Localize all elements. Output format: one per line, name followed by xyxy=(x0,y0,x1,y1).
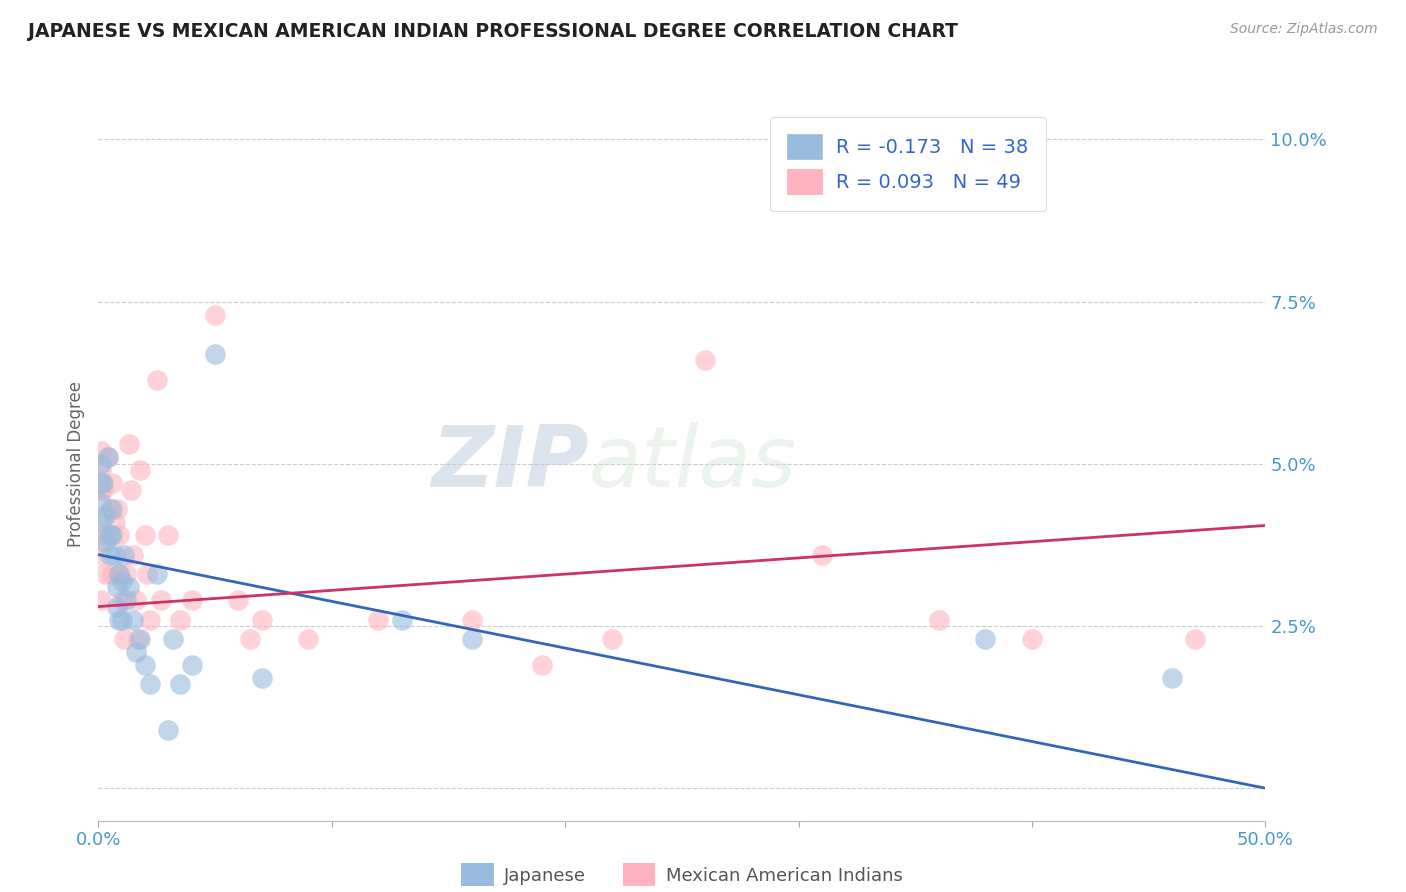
Point xyxy=(169,613,191,627)
Point xyxy=(97,450,120,465)
Point xyxy=(112,548,135,562)
Point xyxy=(90,483,112,497)
Text: JAPANESE VS MEXICAN AMERICAN INDIAN PROFESSIONAL DEGREE CORRELATION CHART: JAPANESE VS MEXICAN AMERICAN INDIAN PROF… xyxy=(28,22,957,41)
Point xyxy=(94,528,117,542)
Point xyxy=(461,632,484,646)
Point xyxy=(112,632,135,646)
Point xyxy=(105,580,128,594)
Point xyxy=(129,632,152,646)
Point xyxy=(204,346,226,360)
Point xyxy=(91,476,114,491)
Point xyxy=(125,593,148,607)
Point xyxy=(101,567,124,582)
Point xyxy=(134,657,156,672)
Point xyxy=(104,548,127,562)
Point xyxy=(105,502,128,516)
Point xyxy=(180,593,202,607)
Point xyxy=(94,534,117,549)
Point xyxy=(90,476,112,491)
Point xyxy=(111,593,134,607)
Point xyxy=(98,502,121,516)
Point xyxy=(146,372,169,386)
Point xyxy=(90,457,112,471)
Text: ZIP: ZIP xyxy=(430,422,589,506)
Point xyxy=(115,567,138,582)
Point xyxy=(120,483,142,497)
Point xyxy=(136,567,159,582)
Point xyxy=(98,528,121,542)
Point xyxy=(134,528,156,542)
Point xyxy=(94,508,117,523)
Point xyxy=(101,476,124,491)
Text: Source: ZipAtlas.com: Source: ZipAtlas.com xyxy=(1230,22,1378,37)
Point xyxy=(122,548,145,562)
Point xyxy=(139,677,162,691)
Point xyxy=(974,632,997,646)
Point xyxy=(98,528,121,542)
Point xyxy=(811,548,834,562)
Point xyxy=(108,567,131,582)
Point xyxy=(139,613,162,627)
Point xyxy=(157,723,180,737)
Point xyxy=(90,515,112,529)
Point xyxy=(101,502,124,516)
Point xyxy=(111,613,134,627)
Point xyxy=(115,593,138,607)
Point xyxy=(104,515,127,529)
Point xyxy=(461,613,484,627)
Point xyxy=(125,645,148,659)
Point xyxy=(105,599,128,614)
Legend: Japanese, Mexican American Indians: Japanese, Mexican American Indians xyxy=(454,856,910,892)
Point xyxy=(94,567,117,582)
Point xyxy=(98,548,121,562)
Point xyxy=(180,657,202,672)
Point xyxy=(695,353,717,368)
Point xyxy=(1021,632,1043,646)
Point xyxy=(108,613,131,627)
Point xyxy=(928,613,950,627)
Point xyxy=(1184,632,1206,646)
Point xyxy=(127,632,149,646)
Point xyxy=(391,613,413,627)
Point xyxy=(129,463,152,477)
Point xyxy=(228,593,250,607)
Point xyxy=(111,574,134,588)
Y-axis label: Professional Degree: Professional Degree xyxy=(66,381,84,547)
Point xyxy=(239,632,262,646)
Point xyxy=(157,528,180,542)
Point xyxy=(97,450,120,465)
Point xyxy=(90,463,112,477)
Point xyxy=(90,593,112,607)
Point xyxy=(108,528,131,542)
Point xyxy=(367,613,389,627)
Point xyxy=(150,593,173,607)
Point xyxy=(250,613,273,627)
Point xyxy=(118,437,141,451)
Point xyxy=(90,443,112,458)
Point xyxy=(90,528,112,542)
Point xyxy=(162,632,184,646)
Point xyxy=(250,671,273,685)
Point xyxy=(90,548,112,562)
Point xyxy=(122,613,145,627)
Point xyxy=(90,496,112,510)
Point xyxy=(530,657,553,672)
Point xyxy=(101,528,124,542)
Point xyxy=(600,632,623,646)
Text: atlas: atlas xyxy=(589,422,797,506)
Point xyxy=(204,308,226,322)
Point xyxy=(297,632,319,646)
Point xyxy=(1161,671,1184,685)
Point xyxy=(169,677,191,691)
Point xyxy=(118,580,141,594)
Point xyxy=(108,567,131,582)
Point xyxy=(146,567,169,582)
Point xyxy=(91,483,114,497)
